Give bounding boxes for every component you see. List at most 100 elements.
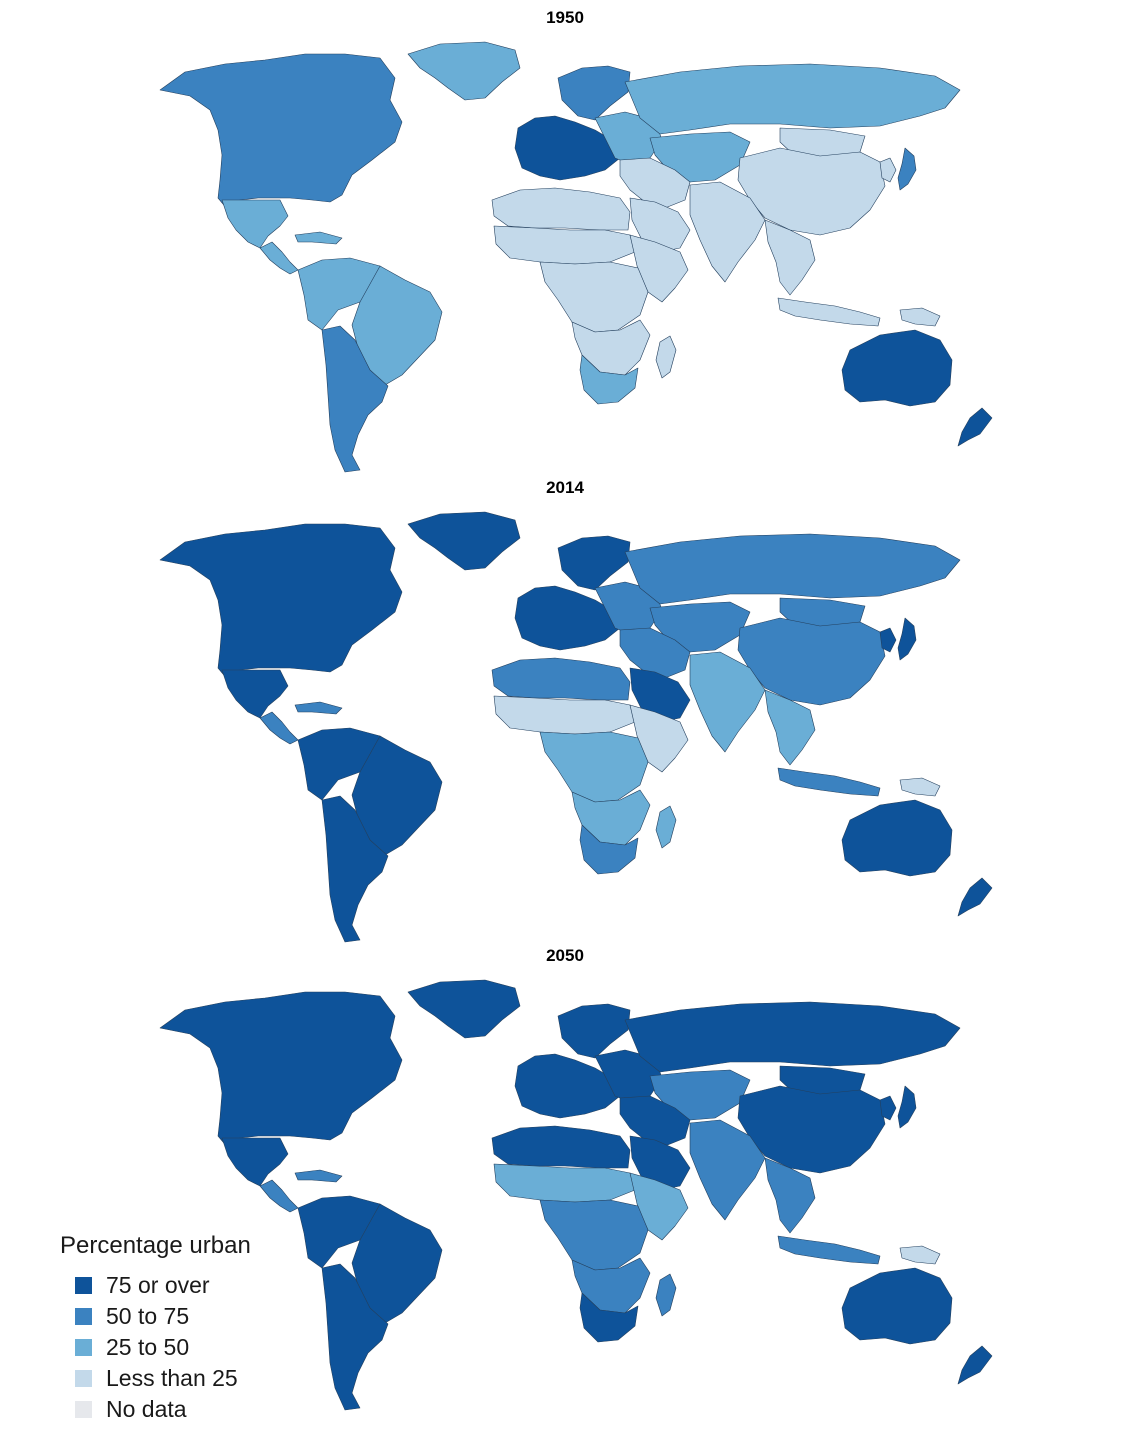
region-australia xyxy=(841,1267,953,1345)
region-mexico xyxy=(221,1137,289,1187)
region-middle-east xyxy=(619,1095,691,1147)
region-arabia xyxy=(629,667,691,723)
region-north-africa xyxy=(491,1125,631,1169)
region-korea xyxy=(879,157,897,183)
region-mexico xyxy=(221,199,289,249)
region-png xyxy=(899,307,941,327)
region-new-zealand xyxy=(957,877,993,917)
region-north-africa xyxy=(491,187,631,231)
region-south-america-south xyxy=(321,1263,389,1411)
region-japan xyxy=(897,1085,917,1129)
legend-label: No data xyxy=(106,1396,187,1422)
region-north-america xyxy=(159,53,403,211)
region-greenland xyxy=(407,511,521,571)
region-central-africa xyxy=(539,1199,649,1271)
world-map-1950 xyxy=(159,41,993,473)
region-australia xyxy=(841,329,953,407)
region-russia xyxy=(624,533,961,605)
region-south-america-south xyxy=(321,325,389,473)
region-south-asia xyxy=(689,181,766,283)
region-south-africa xyxy=(579,1292,639,1343)
region-brazil xyxy=(351,1203,443,1324)
region-png xyxy=(899,1245,941,1265)
legend-item-less-than-25: Less than 25 xyxy=(60,1363,380,1394)
region-japan xyxy=(897,147,917,191)
map-title-2050: 2050 xyxy=(546,946,584,965)
region-brazil xyxy=(351,735,443,856)
legend-item-no-data: No data xyxy=(60,1394,380,1425)
legend-swatch xyxy=(75,1339,92,1356)
region-southeast-asia xyxy=(764,689,816,766)
region-scandinavia xyxy=(557,535,631,591)
region-brazil xyxy=(351,265,443,386)
legend-swatch xyxy=(75,1370,92,1387)
region-north-america xyxy=(159,523,403,681)
region-indonesia xyxy=(777,767,881,797)
region-madagascar xyxy=(655,1273,677,1317)
region-caribbean xyxy=(294,701,343,715)
region-europe-west xyxy=(514,1053,621,1119)
region-south-asia xyxy=(689,651,766,753)
region-japan xyxy=(897,617,917,661)
region-middle-east xyxy=(619,157,691,209)
region-central-africa xyxy=(539,731,649,803)
map-title-1950: 1950 xyxy=(546,8,584,27)
region-southeast-asia xyxy=(764,219,816,296)
region-scandinavia xyxy=(557,65,631,121)
region-sahel xyxy=(493,225,636,265)
legend-item-25-to-50: 25 to 50 xyxy=(60,1332,380,1363)
region-korea xyxy=(879,627,897,653)
map-title-2014: 2014 xyxy=(546,478,584,497)
region-russia xyxy=(624,63,961,135)
region-southeast-asia xyxy=(764,1157,816,1234)
region-caribbean xyxy=(294,231,343,245)
region-middle-east xyxy=(619,627,691,679)
region-north-africa xyxy=(491,657,631,701)
region-mexico xyxy=(221,669,289,719)
region-southern-africa xyxy=(571,789,651,846)
map-legend: Percentage urban 75 or over 50 to 75 25 … xyxy=(60,1232,380,1425)
region-south-america-south xyxy=(321,795,389,943)
region-madagascar xyxy=(655,805,677,849)
legend-swatch xyxy=(75,1277,92,1294)
region-north-america xyxy=(159,991,403,1149)
legend-swatch xyxy=(75,1308,92,1325)
region-south-africa xyxy=(579,354,639,405)
region-caribbean xyxy=(294,1169,343,1183)
world-map-2014 xyxy=(159,511,993,943)
region-australia xyxy=(841,799,953,877)
legend-label: Less than 25 xyxy=(106,1365,238,1391)
region-central-america xyxy=(259,711,299,745)
region-central-america xyxy=(259,241,299,275)
region-greenland xyxy=(407,979,521,1039)
region-scandinavia xyxy=(557,1003,631,1059)
region-southern-africa xyxy=(571,319,651,376)
region-png xyxy=(899,777,941,797)
region-central-america xyxy=(259,1179,299,1213)
region-europe-west xyxy=(514,585,621,651)
region-sahel xyxy=(493,1163,636,1203)
region-southern-africa xyxy=(571,1257,651,1314)
legend-title: Percentage urban xyxy=(60,1232,251,1259)
world-map-2050 xyxy=(159,979,993,1411)
legend-label: 50 to 75 xyxy=(106,1303,190,1329)
region-arabia xyxy=(629,1135,691,1191)
region-new-zealand xyxy=(957,407,993,447)
region-south-asia xyxy=(689,1119,766,1221)
region-arabia xyxy=(629,197,691,253)
legend-label: 25 to 50 xyxy=(106,1334,190,1360)
legend-swatch xyxy=(75,1401,92,1418)
region-sahel xyxy=(493,695,636,735)
region-russia xyxy=(624,1001,961,1073)
region-central-asia xyxy=(649,601,751,653)
region-korea xyxy=(879,1095,897,1121)
legend-item-50-to-75: 50 to 75 xyxy=(60,1301,380,1332)
region-south-africa xyxy=(579,824,639,875)
region-indonesia xyxy=(777,297,881,327)
region-central-asia xyxy=(649,131,751,183)
region-madagascar xyxy=(655,335,677,379)
legend-label: 75 or over xyxy=(106,1272,210,1298)
region-europe-west xyxy=(514,115,621,181)
legend-item-75-or-over: 75 or over xyxy=(60,1270,380,1301)
region-new-zealand xyxy=(957,1345,993,1385)
